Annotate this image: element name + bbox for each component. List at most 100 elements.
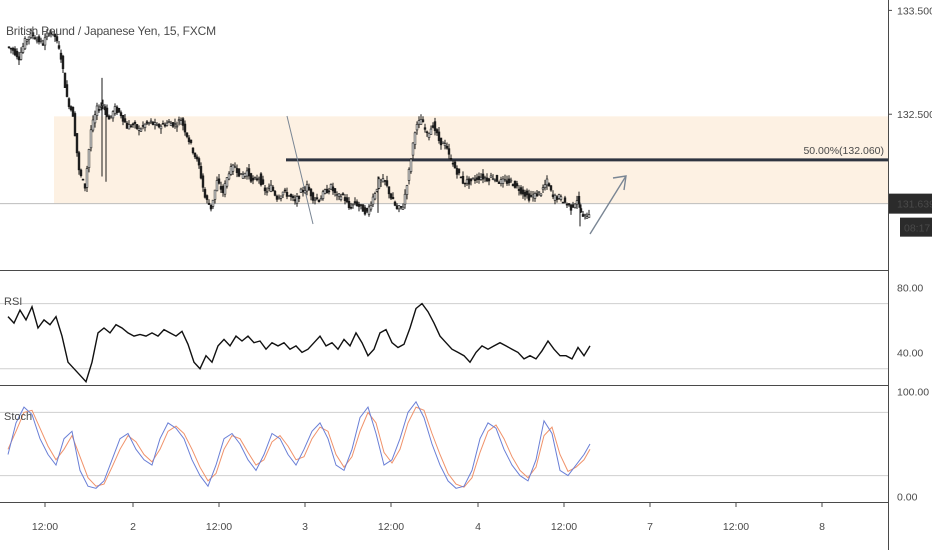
candle-body bbox=[407, 169, 411, 181]
candle-body bbox=[555, 196, 559, 200]
rsi-levels bbox=[0, 303, 888, 370]
candle-body bbox=[109, 115, 113, 118]
candle-body bbox=[441, 141, 445, 144]
candle-body bbox=[125, 122, 129, 129]
candle-body bbox=[153, 122, 157, 125]
candle-body bbox=[85, 168, 89, 188]
candle-body bbox=[399, 206, 403, 208]
candle-body bbox=[327, 190, 331, 193]
candle-body bbox=[115, 106, 119, 114]
candle-body bbox=[453, 161, 457, 169]
candle-body bbox=[165, 122, 169, 126]
candle-body bbox=[65, 84, 69, 97]
candle-body bbox=[331, 186, 335, 192]
candle-body bbox=[149, 120, 153, 123]
candle-body bbox=[251, 177, 255, 181]
candle-body bbox=[397, 205, 401, 210]
candle-body bbox=[265, 191, 269, 193]
candle-body bbox=[239, 173, 243, 175]
candle-body bbox=[365, 208, 369, 212]
candle-body bbox=[561, 201, 565, 204]
candle-body bbox=[135, 124, 139, 129]
time-tick-1: 2 bbox=[130, 521, 136, 533]
time-tick-9: 8 bbox=[819, 521, 825, 533]
candle-body bbox=[273, 190, 277, 196]
candle-body bbox=[335, 194, 339, 196]
time-tick-7: 7 bbox=[647, 521, 653, 533]
rsi-label: RSI bbox=[4, 296, 23, 308]
trend-line[interactable] bbox=[286, 115, 314, 225]
candle-body bbox=[323, 189, 327, 194]
candle-body bbox=[79, 169, 83, 176]
projection-arrow[interactable] bbox=[589, 175, 627, 235]
candle-body bbox=[531, 194, 535, 198]
candle-body bbox=[575, 200, 579, 205]
candle-body bbox=[167, 121, 171, 123]
candle-body bbox=[443, 143, 447, 147]
candle-body bbox=[219, 186, 223, 190]
candle-body bbox=[271, 186, 275, 192]
rsi-pane[interactable] bbox=[0, 302, 888, 384]
candle-body bbox=[513, 180, 517, 188]
candle-body bbox=[491, 178, 495, 180]
time-axis[interactable]: 12:00 2 12:00 3 12:00 4 12:00 7 12:00 8 bbox=[32, 502, 825, 533]
candle-body bbox=[445, 146, 449, 149]
candle-body bbox=[181, 118, 185, 126]
candle-body bbox=[185, 132, 189, 137]
candle-body bbox=[455, 168, 459, 175]
stoch-pane[interactable] bbox=[0, 400, 888, 489]
candle-body bbox=[225, 177, 229, 187]
candle-body bbox=[141, 125, 145, 127]
candle-body bbox=[471, 177, 475, 180]
candle-body bbox=[519, 187, 523, 194]
candle-body bbox=[183, 123, 187, 133]
candle-body bbox=[427, 132, 431, 138]
stoch-label: Stoch bbox=[4, 411, 33, 423]
candle-body bbox=[363, 207, 367, 215]
candle-body bbox=[447, 148, 451, 155]
candle-body bbox=[417, 120, 421, 125]
time-tick-4: 12:00 bbox=[378, 521, 404, 533]
candle-body bbox=[385, 180, 389, 186]
candle-body bbox=[333, 188, 337, 193]
price-axis[interactable]: 133.500 132.500 131.639 08:17 80.00 40.0… bbox=[888, 5, 932, 504]
price-pane[interactable]: 50.00%(132.060) bbox=[0, 28, 888, 235]
candle-body bbox=[241, 174, 245, 179]
candle-body bbox=[499, 179, 503, 184]
arrow-shaft bbox=[589, 175, 627, 235]
candle-body bbox=[461, 175, 465, 184]
candle-body bbox=[307, 186, 311, 191]
candle-body bbox=[223, 183, 227, 195]
candle-body bbox=[405, 185, 409, 195]
candle-body bbox=[175, 125, 179, 128]
candle-body bbox=[563, 197, 567, 203]
symbol-title[interactable]: British Pound / Japanese Yen, 15, FXCM bbox=[6, 24, 216, 38]
candle-body bbox=[357, 204, 361, 207]
candle-body bbox=[259, 173, 263, 186]
candle-body bbox=[313, 198, 317, 201]
candle-body bbox=[467, 178, 471, 185]
candle-body bbox=[435, 129, 439, 134]
candle-body bbox=[43, 37, 47, 46]
candle-body bbox=[59, 52, 63, 60]
candle-body bbox=[227, 173, 231, 180]
candle-body bbox=[187, 137, 191, 143]
candle-body bbox=[9, 47, 13, 50]
candle-body bbox=[133, 121, 137, 124]
candle-body bbox=[235, 168, 239, 173]
candle-body bbox=[33, 37, 37, 40]
candle-body bbox=[279, 195, 283, 199]
candle-body bbox=[383, 180, 387, 182]
candle-body bbox=[473, 179, 477, 181]
candle-body bbox=[147, 122, 151, 125]
candle-body bbox=[411, 142, 415, 156]
candle-body bbox=[379, 180, 383, 183]
candle-body bbox=[37, 36, 41, 43]
candle-body bbox=[113, 106, 117, 115]
candle-body bbox=[367, 206, 371, 215]
candle-body bbox=[189, 139, 193, 143]
price-tick-132500: 132.500 bbox=[897, 109, 932, 121]
candle-body bbox=[229, 166, 233, 175]
candle-body bbox=[341, 193, 345, 196]
